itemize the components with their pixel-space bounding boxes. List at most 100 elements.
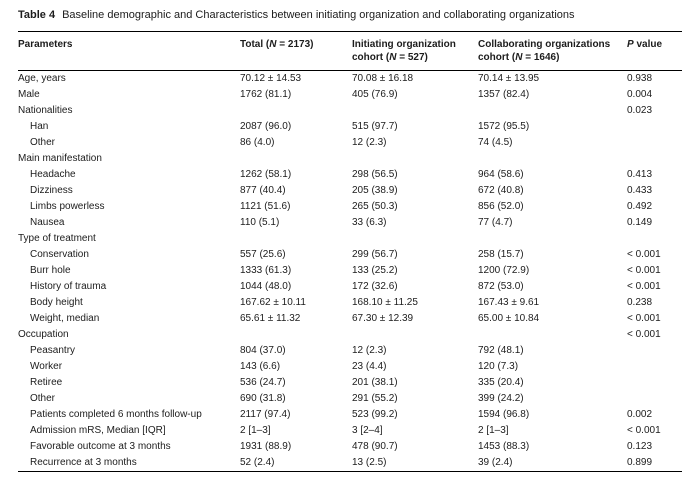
row-total-value: 1262 (58.1) xyxy=(240,169,292,180)
row-total-value: 2117 (97.4) xyxy=(240,409,291,420)
table-bottom-rule xyxy=(18,471,682,472)
col-header-initiating: Initiating organization cohort (N = 527) xyxy=(352,38,478,64)
row-collaborating-value: 335 (20.4) xyxy=(478,377,524,388)
row-collaborating-value: 39 (2.4) xyxy=(478,457,513,468)
row-collaborating-value: 70.14 ± 13.95 xyxy=(478,73,540,84)
row-p-value: < 0.001 xyxy=(627,329,661,340)
table-caption-text: Baseline demographic and Characteristics… xyxy=(62,9,575,21)
row-initiating-value: 478 (90.7) xyxy=(352,441,398,452)
row-p-value: < 0.001 xyxy=(627,281,661,292)
row-collaborating-value: 1357 (82.4) xyxy=(478,89,530,100)
row-total-value: 143 (6.6) xyxy=(240,361,281,372)
row-total-value: 557 (25.6) xyxy=(240,249,286,260)
row-total-value: 2087 (96.0) xyxy=(240,121,292,132)
table-row: Admission mRS, Median [IQR] 2 [1–3] 3 [2… xyxy=(18,423,682,439)
row-parameter-label: Patients completed 6 months follow-up xyxy=(30,409,202,420)
row-total-value: 1044 (48.0) xyxy=(240,281,292,292)
row-parameter-label: Worker xyxy=(30,361,63,372)
row-parameter-label: Type of treatment xyxy=(18,233,96,244)
table-row: Male 1762 (81.1) 405 (76.9) 1357 (82.4) … xyxy=(18,87,682,103)
table-row: Patients completed 6 months follow-up 21… xyxy=(18,407,682,423)
row-parameter-label: Han xyxy=(30,121,49,132)
table-row: Type of treatment xyxy=(18,231,682,247)
col-header-total-n: N xyxy=(269,39,277,50)
col-header-collaborating-line2: cohort (N = 1646) xyxy=(478,51,627,64)
row-collaborating-value: 65.00 ± 10.84 xyxy=(478,313,540,324)
col-header-pvalue: P value xyxy=(627,38,682,51)
row-collaborating-value: 964 (58.6) xyxy=(478,169,524,180)
row-initiating-value: 298 (56.5) xyxy=(352,169,398,180)
row-collaborating-value: 258 (15.7) xyxy=(478,249,524,260)
col-header-parameters: Parameters xyxy=(18,39,73,50)
row-parameter-label: Other xyxy=(30,137,56,148)
row-initiating-value: 405 (76.9) xyxy=(352,89,398,100)
row-p-value: < 0.001 xyxy=(627,313,661,324)
row-p-value: 0.002 xyxy=(627,409,653,420)
row-initiating-value: 12 (2.3) xyxy=(352,345,387,356)
table-row: Body height 167.62 ± 10.11 168.10 ± 11.2… xyxy=(18,295,682,311)
table-header-rule xyxy=(18,70,682,71)
row-parameter-label: Burr hole xyxy=(30,265,71,276)
table-row: Occupation < 0.001 xyxy=(18,327,682,343)
table-row: Nationalities 0.023 xyxy=(18,103,682,119)
row-total-value: 1333 (61.3) xyxy=(240,265,292,276)
row-initiating-value: 12 (2.3) xyxy=(352,137,387,148)
col-header-collaborating-line2-pre: cohort ( xyxy=(478,52,516,63)
row-p-value: 0.492 xyxy=(627,201,653,212)
row-parameter-label: Recurrence at 3 months xyxy=(30,457,137,468)
row-collaborating-value: 399 (24.2) xyxy=(478,393,524,404)
table-row: Nausea 110 (5.1) 33 (6.3) 77 (4.7) 0.149 xyxy=(18,215,682,231)
row-collaborating-value: 2 [1–3] xyxy=(478,425,509,436)
row-initiating-value: 205 (38.9) xyxy=(352,185,398,196)
row-parameter-label: Body height xyxy=(30,297,83,308)
table-row: Worker 143 (6.6) 23 (4.4) 120 (7.3) xyxy=(18,359,682,375)
row-parameter-label: Nationalities xyxy=(18,105,73,116)
row-parameter-label: Headache xyxy=(30,169,76,180)
row-initiating-value: 201 (38.1) xyxy=(352,377,398,388)
table-row: Headache 1262 (58.1) 298 (56.5) 964 (58.… xyxy=(18,167,682,183)
col-header-initiating-line2: cohort (N = 527) xyxy=(352,51,478,64)
table-row: Age, years 70.12 ± 14.53 70.08 ± 16.18 7… xyxy=(18,71,682,87)
row-p-value: 0.023 xyxy=(627,105,653,116)
row-total-value: 2 [1–3] xyxy=(240,425,271,436)
row-total-value: 70.12 ± 14.53 xyxy=(240,73,302,84)
row-total-value: 690 (31.8) xyxy=(240,393,286,404)
row-initiating-value: 523 (99.2) xyxy=(352,409,398,420)
row-total-value: 536 (24.7) xyxy=(240,377,286,388)
row-parameter-label: Conservation xyxy=(30,249,89,260)
table-row: Recurrence at 3 months 52 (2.4) 13 (2.5)… xyxy=(18,455,682,471)
row-total-value: 167.62 ± 10.11 xyxy=(240,297,306,308)
table-body: Age, years 70.12 ± 14.53 70.08 ± 16.18 7… xyxy=(18,71,682,471)
row-initiating-value: 70.08 ± 16.18 xyxy=(352,73,414,84)
row-total-value: 52 (2.4) xyxy=(240,457,275,468)
row-collaborating-value: 1594 (96.8) xyxy=(478,409,530,420)
row-initiating-value: 172 (32.6) xyxy=(352,281,398,292)
col-header-total: Total (N = 2173) xyxy=(240,38,352,51)
row-parameter-label: Nausea xyxy=(30,217,65,228)
row-p-value: 0.123 xyxy=(627,441,653,452)
row-parameter-label: Admission mRS, Median [IQR] xyxy=(30,425,166,436)
row-initiating-value: 3 [2–4] xyxy=(352,425,383,436)
row-initiating-value: 291 (55.2) xyxy=(352,393,398,404)
row-initiating-value: 265 (50.3) xyxy=(352,201,398,212)
table-row: Conservation 557 (25.6) 299 (56.7) 258 (… xyxy=(18,247,682,263)
row-initiating-value: 67.30 ± 12.39 xyxy=(352,313,414,324)
table-row: Other 86 (4.0) 12 (2.3) 74 (4.5) xyxy=(18,135,682,151)
row-parameter-label: Peasantry xyxy=(30,345,76,356)
col-header-collaborating-line2-post: = 1646) xyxy=(522,52,560,63)
row-parameter-label: Main manifestation xyxy=(18,153,102,164)
row-initiating-value: 133 (25.2) xyxy=(352,265,398,276)
row-parameter-label: Occupation xyxy=(18,329,69,340)
table-row: Han 2087 (96.0) 515 (97.7) 1572 (95.5) xyxy=(18,119,682,135)
col-header-collaborating-n: N xyxy=(515,52,523,63)
row-total-value: 1762 (81.1) xyxy=(240,89,292,100)
row-parameter-label: Limbs powerless xyxy=(30,201,105,212)
row-total-value: 1931 (88.9) xyxy=(240,441,292,452)
row-parameter-label: Retiree xyxy=(30,377,63,388)
row-parameter-label: Weight, median xyxy=(30,313,100,324)
col-header-collaborating-line1: Collaborating organizations xyxy=(478,39,611,50)
row-parameter-label: Dizziness xyxy=(30,185,73,196)
row-collaborating-value: 872 (53.0) xyxy=(478,281,524,292)
row-parameter-label: Male xyxy=(18,89,40,100)
